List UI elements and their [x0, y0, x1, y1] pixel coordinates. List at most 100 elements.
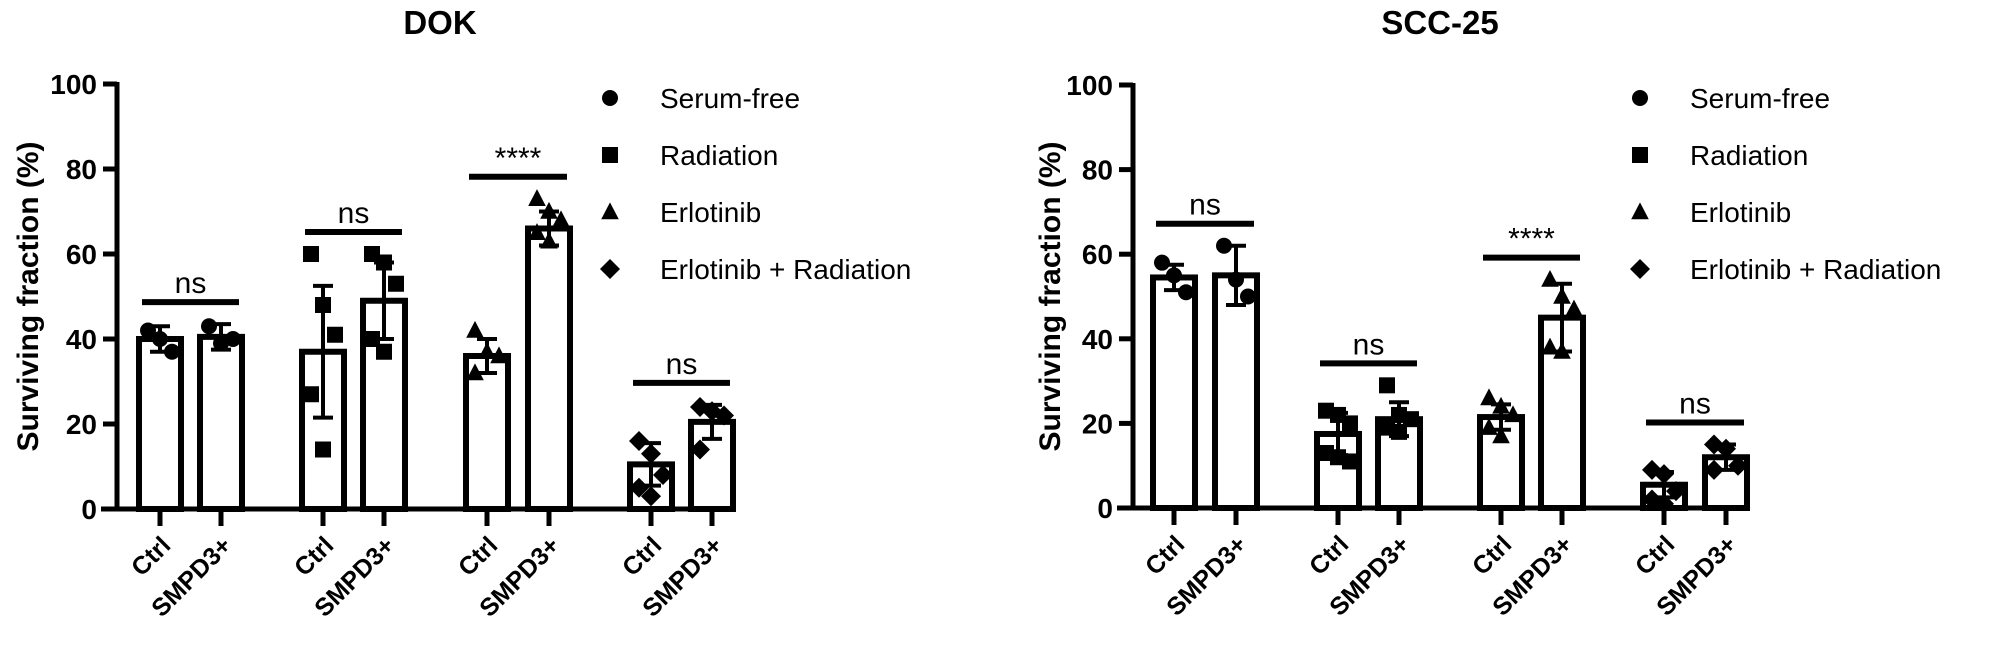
legend-label: Radiation: [660, 140, 778, 171]
legend-label: Serum-free: [1690, 83, 1830, 114]
square-marker: [303, 246, 319, 262]
square-marker: [1403, 411, 1419, 428]
triangle-marker: [540, 201, 558, 219]
triangle-marker: [466, 320, 484, 338]
x-tick-label: Ctrl: [289, 531, 339, 581]
x-tick-label: Ctrl: [126, 531, 176, 581]
triangle-marker: [490, 346, 508, 364]
square-marker: [327, 326, 343, 343]
x-tick-label: Ctrl: [617, 531, 667, 581]
triangle-marker: [528, 189, 546, 206]
y-tick-label: 100: [50, 69, 97, 100]
triangle-marker: [1492, 426, 1510, 444]
square-marker: [303, 386, 319, 403]
square-marker: [602, 147, 618, 163]
legend-item: Radiation: [1632, 140, 1808, 171]
significance-label: ns: [338, 197, 370, 230]
legend-item: Serum-free: [602, 83, 800, 114]
diamond-marker: [1654, 464, 1674, 485]
triangle-marker: [1492, 396, 1510, 414]
significance-label: ns: [1353, 328, 1385, 361]
diamond-marker: [1704, 459, 1724, 480]
triangle-marker: [540, 231, 558, 249]
triangle-marker: [528, 223, 546, 240]
bar: [197, 333, 245, 512]
legend-label: Erlotinib + Radiation: [660, 254, 911, 285]
legend-item: Erlotinib: [601, 197, 761, 228]
square-marker: [364, 331, 380, 347]
legend-label: Radiation: [1690, 140, 1808, 171]
significance-label: ns: [175, 267, 207, 300]
diamond-marker: [1630, 259, 1650, 279]
x-tick-label: Ctrl: [1467, 530, 1517, 580]
circle-marker: [201, 318, 217, 335]
panel-title: DOK: [403, 4, 477, 41]
bar: [136, 336, 184, 512]
circle-marker: [152, 331, 168, 347]
x-tick-label: Ctrl: [453, 531, 503, 581]
legend-item: Serum-free: [1632, 83, 1830, 114]
legend-item: Radiation: [602, 140, 778, 171]
significance-label: ns: [666, 348, 698, 381]
diamond-marker: [1666, 481, 1686, 502]
diamond-marker: [690, 439, 710, 460]
y-tick-label: 20: [1082, 408, 1113, 439]
square-marker: [1391, 423, 1407, 440]
significance-label: ****: [1508, 223, 1555, 256]
y-tick-label: 20: [66, 409, 97, 440]
diamond-marker: [714, 405, 734, 426]
triangle-marker: [601, 202, 619, 220]
circle-marker: [225, 331, 241, 347]
square-marker: [376, 254, 392, 271]
y-tick-label: 0: [1097, 493, 1113, 524]
circle-marker: [213, 335, 229, 352]
circle-marker: [140, 322, 156, 339]
y-axis-label: Surviving fraction (%): [1034, 141, 1067, 451]
legend-item: Erlotinib + Radiation: [600, 254, 911, 285]
y-tick-label: 60: [66, 239, 97, 270]
square-marker: [315, 297, 331, 313]
significance-label: ns: [1679, 388, 1711, 421]
significance-label: ns: [1189, 189, 1221, 222]
diamond-marker: [629, 431, 649, 451]
panel-title: SCC-25: [1381, 4, 1498, 41]
bar: [1212, 272, 1260, 511]
diamond-marker: [653, 465, 673, 485]
circle-marker: [1178, 284, 1194, 301]
y-axis-label: Surviving fraction (%): [12, 141, 45, 451]
circle-marker: [1228, 271, 1244, 288]
circle-marker: [1166, 267, 1182, 284]
square-marker: [315, 441, 331, 458]
y-tick-label: 0: [81, 494, 97, 525]
square-marker: [388, 275, 404, 292]
triangle-marker: [1480, 388, 1498, 406]
legend-item: Erlotinib: [1631, 197, 1791, 228]
triangle-marker: [1480, 418, 1498, 435]
square-marker: [1379, 377, 1395, 394]
square-marker: [1342, 453, 1358, 470]
x-tick-label: Ctrl: [1140, 530, 1190, 580]
circle-marker: [1216, 237, 1232, 254]
circle-marker: [1240, 288, 1256, 305]
triangle-marker: [1565, 299, 1583, 317]
diamond-marker: [600, 259, 620, 279]
bar: [525, 225, 573, 512]
legend-label: Erlotinib: [660, 197, 761, 228]
square-marker: [1342, 415, 1358, 432]
panel-scc25: SCC-25 0 20 40 60 80 100 Surviving fraction (%…: [1034, 4, 1941, 621]
diamond-marker: [641, 486, 661, 507]
legend-item: Erlotinib + Radiation: [1630, 254, 1941, 285]
triangle-marker: [552, 210, 570, 228]
circle-marker: [1632, 90, 1648, 106]
y-tick-label: 80: [66, 154, 97, 185]
y-tick-label: 40: [1082, 324, 1113, 355]
significance-label: ****: [495, 142, 542, 175]
legend-label: Serum-free: [660, 83, 800, 114]
diamond-marker: [629, 477, 649, 498]
y-tick-label: 60: [1082, 239, 1113, 270]
circle-marker: [1154, 254, 1170, 271]
diamond-marker: [1728, 455, 1748, 476]
y-tick-label: 100: [1066, 70, 1113, 101]
